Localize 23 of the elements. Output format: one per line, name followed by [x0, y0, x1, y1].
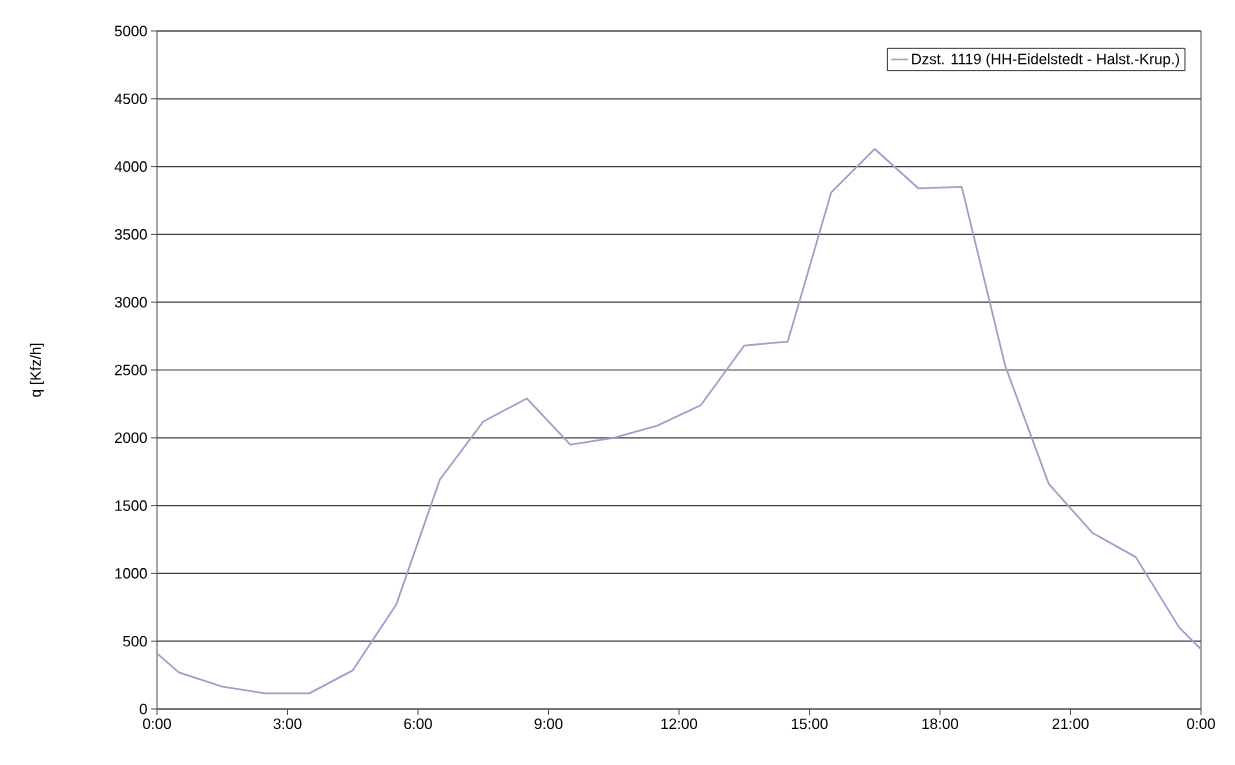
x-tick-label: 0:00: [143, 718, 171, 730]
y-tick-label: 5000: [114, 25, 147, 37]
legend-label: Dzst. 1119 (HH-Eidelstedt - Halst.-Krup.): [912, 53, 1180, 68]
y-tick-label: 4000: [114, 161, 147, 172]
x-tick-label: 9:00: [534, 718, 563, 730]
x-tick-label: 3:00: [273, 718, 302, 730]
line-series: [157, 148, 1202, 695]
x-tick-label: 21:00: [1052, 718, 1089, 730]
y-tick-label: 3500: [114, 229, 147, 240]
x-tick-label: 12:00: [661, 718, 698, 730]
y-tick-label: 2000: [114, 432, 147, 444]
y-tick-label: 4500: [114, 93, 147, 105]
y-tick-label: 3000: [114, 296, 147, 308]
y-tick-label: 500: [123, 635, 147, 647]
y-tick-label: 1000: [115, 568, 147, 579]
y-tick-label: 1500: [115, 500, 147, 511]
y-axis-title: q [Kfz/h]: [29, 343, 44, 397]
x-tick-label: 18:00: [922, 718, 959, 730]
x-tick-label: 15:00: [791, 718, 828, 730]
y-tick-label: 2500: [114, 364, 147, 376]
y-tick-label: 0: [139, 703, 147, 715]
x-tick-label: 0:00: [1187, 718, 1215, 730]
x-tick-label: 6:00: [404, 718, 432, 730]
